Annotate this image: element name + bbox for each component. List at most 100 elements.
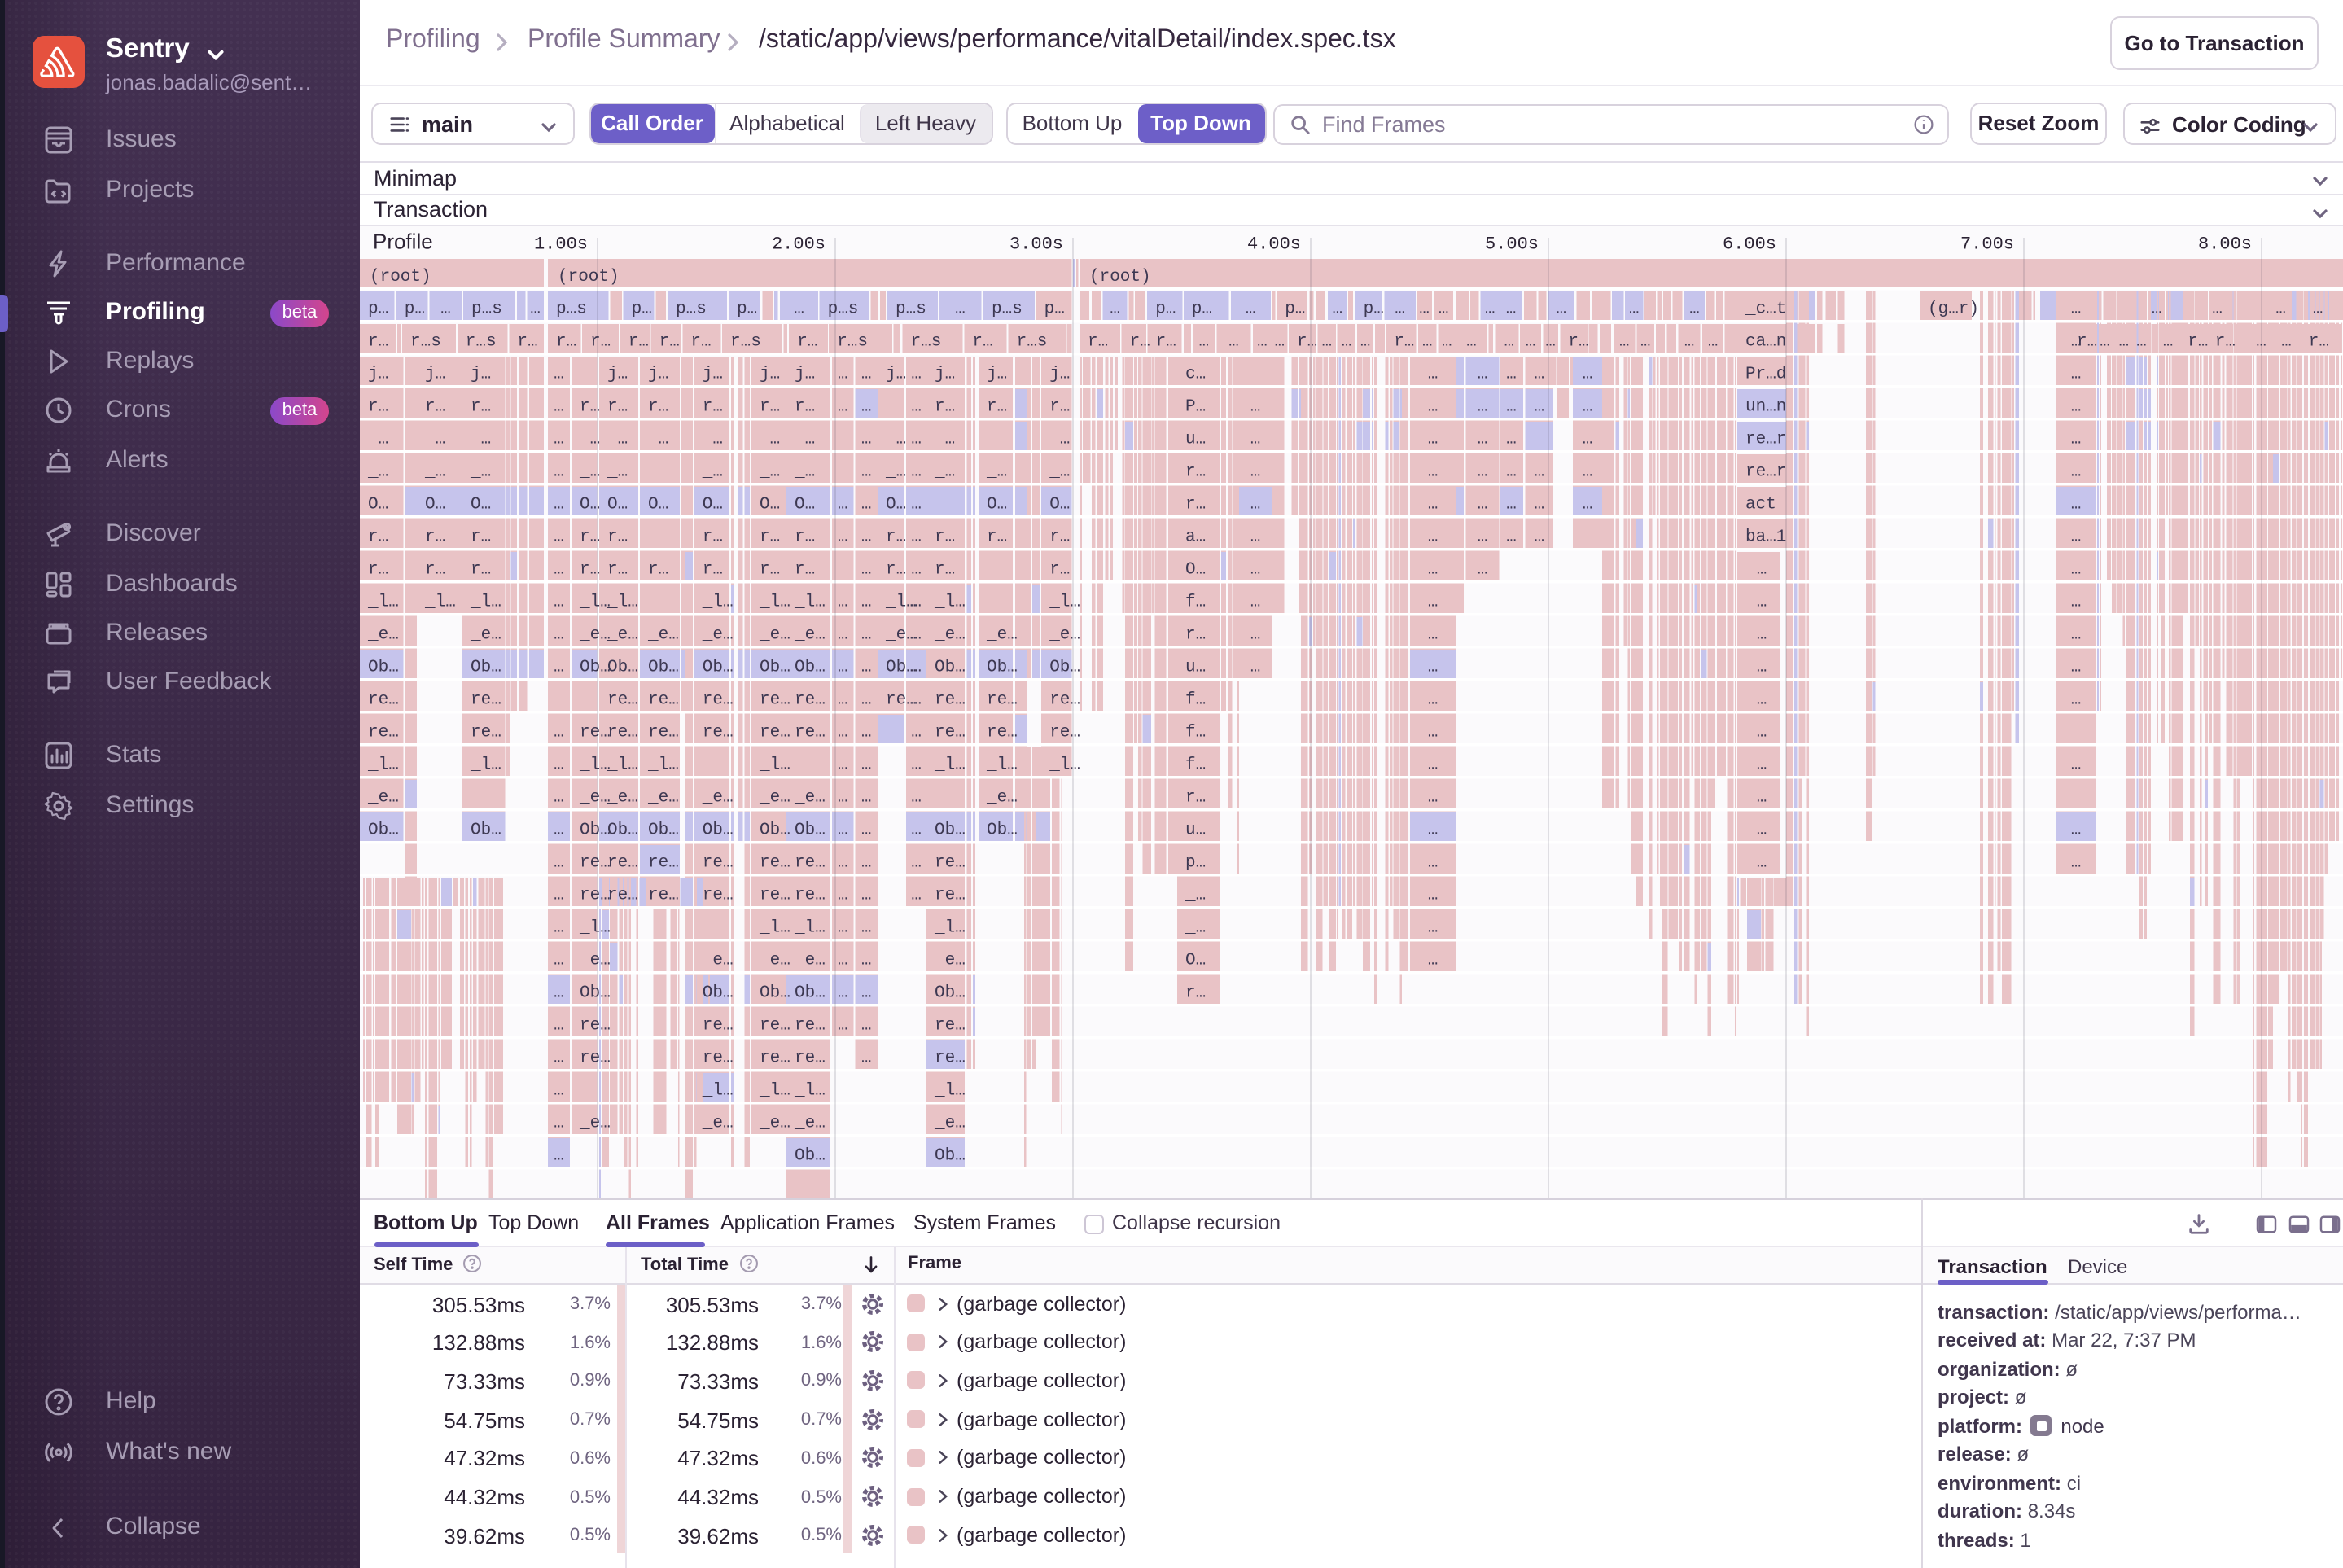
svg-text:…: … [911,886,922,904]
svg-text:r…: r… [987,397,1007,416]
svg-text:…: … [1478,397,1488,416]
svg-text:…: … [2071,528,2082,546]
svg-text:…: … [1428,658,1439,677]
svg-text:…: … [838,853,848,872]
svg-text:…: … [1246,300,1256,318]
svg-text:…: … [2256,332,2266,351]
svg-text:…: … [1439,300,1449,318]
svg-text:Pr…d: Pr…d [1745,365,1786,383]
svg-text:Ob…: Ob… [368,821,399,839]
svg-text:…: … [861,528,872,546]
svg-text:_…: _… [885,430,906,449]
svg-text:…: … [1250,430,1261,449]
svg-text:…: … [1428,495,1439,514]
svg-text:O…: O… [987,495,1007,514]
svg-text:…: … [838,528,848,546]
svg-text:Ob…: Ob… [703,821,734,839]
svg-text:_l…: _l… [579,756,611,774]
svg-text:_e…: _e… [934,1114,966,1132]
svg-text:…: … [861,462,872,481]
svg-text:…: … [2071,560,2082,579]
svg-text:_l…: _l… [986,756,1018,774]
svg-text:Ob…: Ob… [471,821,501,839]
svg-text:…: … [1110,300,1120,318]
svg-text:…: … [911,853,922,872]
svg-text:Ob…: Ob… [795,1146,826,1165]
svg-text:_e…: _e… [759,1114,790,1132]
svg-text:O…: O… [425,495,445,514]
svg-text:…: … [2071,756,2082,774]
svg-text:re…: re… [760,886,790,904]
svg-text:p…s: p…s [896,300,926,318]
svg-text:…: … [1478,462,1488,481]
svg-text:re…: re… [935,1016,966,1035]
svg-text:…: … [1342,332,1352,351]
svg-text:…: … [1360,332,1371,351]
svg-text:_e…: _e… [702,1114,734,1132]
svg-text:_e…: _e… [759,951,790,970]
svg-text:r…: r… [935,397,955,416]
svg-text:…: … [911,821,922,839]
svg-text:…: … [554,756,564,774]
svg-text:p…s: p…s [992,300,1023,318]
svg-text:j…: j… [471,365,491,383]
svg-text:…: … [1629,300,1640,318]
svg-text:O…: O… [1185,560,1206,579]
svg-text:O…: O… [580,495,600,514]
svg-text:r…s: r…s [911,332,942,351]
svg-text:r…: r… [425,560,445,579]
svg-text:p…: p… [632,300,652,318]
svg-text:r…: r… [1049,560,1070,579]
svg-text:…: … [1250,528,1261,546]
svg-text:Ob…: Ob… [760,658,790,677]
svg-text:…: … [554,1114,564,1132]
svg-text:…: … [911,560,922,579]
svg-text:_l…: _l… [794,593,826,611]
svg-text:Ob…: Ob… [795,983,826,1002]
svg-text:p…s: p…s [828,300,859,318]
svg-text:_…: _… [702,430,723,449]
svg-text:re…: re… [471,723,501,742]
svg-text:…: … [2281,332,2292,351]
svg-text:Ob…: Ob… [580,821,611,839]
svg-text:…: … [911,658,922,677]
svg-text:f…: f… [1185,690,1206,709]
svg-text:j…: j… [703,365,723,383]
svg-text:_…: _… [1185,918,1206,937]
svg-text:…: … [2071,397,2082,416]
svg-text:_l…: _l… [647,756,679,774]
svg-text:…: … [911,397,922,416]
svg-text:_l…: _l… [759,1081,790,1100]
svg-text:2.00s: 2.00s [772,234,826,255]
svg-text:r…: r… [425,397,445,416]
svg-text:…: … [1428,690,1439,709]
svg-text:f…: f… [1185,723,1206,742]
svg-text:…: … [554,853,564,872]
svg-text:re…: re… [935,690,966,709]
svg-text:un…n: un…n [1745,397,1786,416]
svg-text:…: … [1428,462,1439,481]
svg-text:re…r: re…r [1745,430,1786,449]
svg-text:…: … [1250,462,1261,481]
svg-text:_e…: _e… [607,625,638,644]
svg-text:f…: f… [1185,593,1206,611]
svg-text:…: … [1708,332,1719,351]
svg-text:re…: re… [607,886,638,904]
svg-text:r…: r… [795,397,815,416]
svg-text:…: … [838,821,848,839]
svg-text:r…: r… [1130,332,1150,351]
svg-text:…: … [554,1016,564,1035]
svg-text:_l…: _l… [607,593,638,611]
svg-text:_…: _… [1049,430,1070,449]
svg-text:…: … [1250,593,1261,611]
svg-text:O…: O… [1185,951,1206,970]
svg-text:…: … [1757,658,1767,677]
svg-text:_l…: _l… [934,756,966,774]
svg-text:_e…: _e… [702,951,734,970]
svg-text:r…: r… [580,397,600,416]
svg-text:…: … [861,788,872,807]
svg-text:re…: re… [795,690,826,709]
svg-text:r…: r… [972,332,992,351]
svg-text:…: … [838,658,848,677]
svg-text:j…: j… [368,365,388,383]
